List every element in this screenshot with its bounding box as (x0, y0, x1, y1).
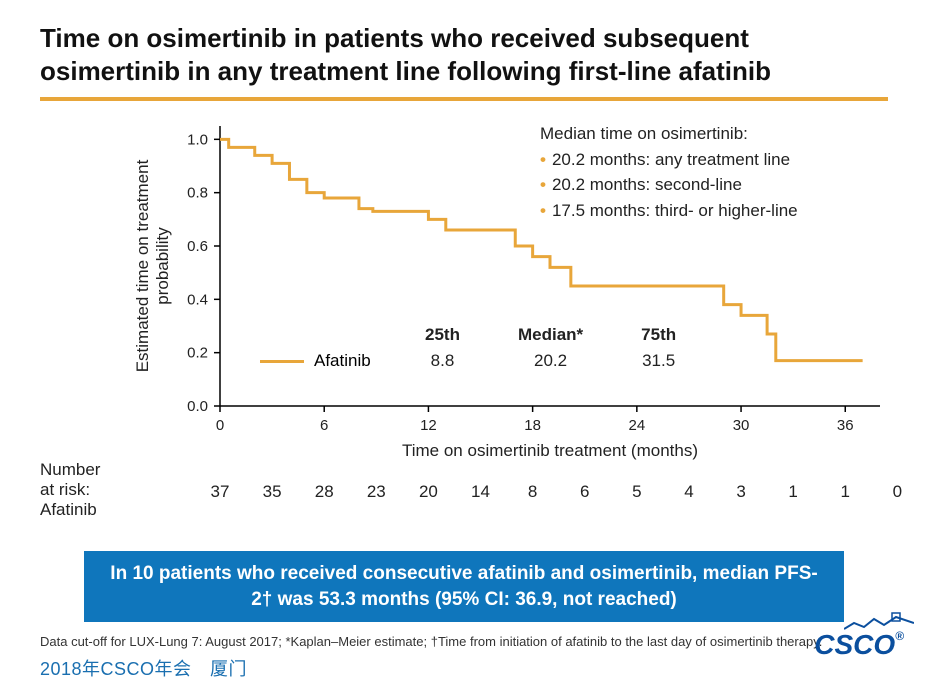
svg-text:1.0: 1.0 (187, 131, 208, 148)
svg-text:6: 6 (320, 417, 328, 434)
pct-hdr-25: 25th (397, 323, 488, 347)
nar-value: 6 (565, 482, 605, 502)
nar-value: 35 (252, 482, 292, 502)
pct-val-median: 20.2 (490, 349, 611, 373)
svg-text:0: 0 (216, 417, 224, 434)
nar-value: 20 (408, 482, 448, 502)
series-legend-label: Afatinib (314, 351, 371, 371)
nar-label-2: Afatinib (40, 500, 100, 520)
csco-logo: CSCO® (814, 629, 904, 661)
percentile-table: 25th Median* 75th 8.8 20.2 31.5 (395, 321, 706, 375)
nar-value: 0 (877, 482, 917, 502)
svg-text:12: 12 (420, 417, 437, 434)
median-legend-item: 20.2 months: any treatment line (552, 150, 790, 169)
median-legend-header: Median time on osimertinib: (540, 121, 798, 147)
nar-value: 1 (773, 482, 813, 502)
pct-val-25: 8.8 (397, 349, 488, 373)
svg-text:24: 24 (628, 417, 645, 434)
callout-box: In 10 patients who received consecutive … (84, 551, 844, 622)
nar-value: 5 (617, 482, 657, 502)
svg-text:Estimated time on treatment: Estimated time on treatment (133, 159, 152, 372)
nar-value: 1 (825, 482, 865, 502)
nar-value: 37 (200, 482, 240, 502)
km-chart: 0.0 0.2 0.4 0.6 0.8 1.0 0 6 12 18 24 30 36 Time on os… (40, 111, 888, 471)
svg-text:0.2: 0.2 (187, 345, 208, 362)
csco-logo-wall-icon (844, 611, 914, 631)
conference-label: 2018年CSCO年会 厦门 (40, 655, 888, 681)
median-legend: Median time on osimertinib: •20.2 months… (540, 121, 798, 223)
footnote: Data cut-off for LUX-Lung 7: August 2017… (40, 634, 888, 649)
svg-text:30: 30 (733, 417, 750, 434)
nar-value: 4 (669, 482, 709, 502)
svg-text:0.6: 0.6 (187, 238, 208, 255)
svg-text:0.4: 0.4 (187, 291, 208, 308)
series-legend: Afatinib (260, 351, 371, 371)
svg-text:0.0: 0.0 (187, 398, 208, 415)
svg-text:probability: probability (153, 227, 172, 305)
svg-text:36: 36 (837, 417, 854, 434)
title-rule (40, 97, 888, 101)
nar-value: 3 (721, 482, 761, 502)
svg-text:18: 18 (524, 417, 541, 434)
nar-label-1: Number at risk: (40, 460, 100, 500)
pct-val-75: 31.5 (613, 349, 704, 373)
median-legend-item: 20.2 months: second-line (552, 175, 742, 194)
nar-value: 23 (356, 482, 396, 502)
pct-hdr-75: 75th (613, 323, 704, 347)
afatinib-swatch (260, 360, 304, 363)
slide-title: Time on osimertinib in patients who rece… (40, 22, 888, 87)
nar-value: 8 (513, 482, 553, 502)
nar-value: 28 (304, 482, 344, 502)
svg-text:Time on osimertinib treatment: Time on osimertinib treatment (months) (402, 441, 698, 460)
nar-value: 14 (461, 482, 501, 502)
pct-hdr-median: Median* (490, 323, 611, 347)
median-legend-item: 17.5 months: third- or higher-line (552, 201, 798, 220)
svg-text:0.8: 0.8 (187, 185, 208, 202)
